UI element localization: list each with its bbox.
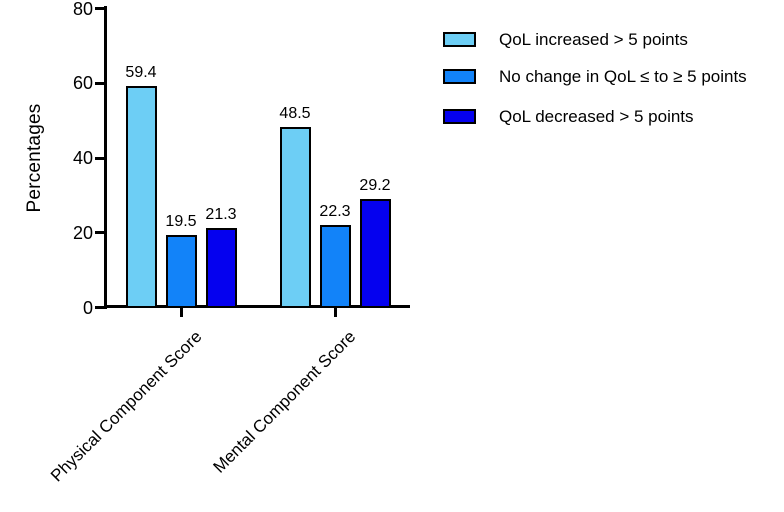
- x-tick-mark: [179, 308, 183, 317]
- bar-value-label: 21.3: [205, 206, 237, 224]
- y-tick-label: 60: [72, 73, 93, 94]
- x-category-label: Mental Component Score: [209, 327, 360, 477]
- legend-swatch: [443, 108, 476, 124]
- y-tick-mark: [95, 81, 107, 85]
- legend-label: No change in QoL ≤ to ≥ 5 points: [499, 66, 747, 86]
- bar: [125, 85, 157, 308]
- legend-label: QoL decreased > 5 points: [499, 106, 694, 126]
- y-tick-mark: [95, 7, 107, 10]
- y-tick-mark: [95, 231, 107, 235]
- legend-item: QoL decreased > 5 points: [443, 106, 694, 126]
- legend-swatch: [443, 68, 476, 84]
- y-tick-mark: [95, 156, 107, 160]
- y-tick-label: 20: [72, 222, 93, 243]
- x-tick-mark: [333, 308, 337, 317]
- bar: [205, 228, 237, 308]
- x-category-label: Physical Component Score: [47, 327, 206, 486]
- y-tick-label: 0: [82, 297, 93, 318]
- legend-label: QoL increased > 5 points: [499, 29, 688, 49]
- legend: QoL increased > 5 points No change in QoL…: [443, 31, 783, 141]
- bar-value-label: 59.4: [125, 63, 157, 81]
- y-tick-label: 40: [72, 148, 93, 168]
- bar-value-label: 48.5: [279, 104, 311, 122]
- y-tick-label: 80: [72, 0, 93, 19]
- bar: [279, 126, 311, 308]
- x-axis-line: [104, 305, 410, 308]
- bar: [165, 235, 197, 308]
- bar-value-label: 29.2: [359, 176, 391, 194]
- legend-item: No change in QoL ≤ to ≥ 5 points: [443, 66, 747, 86]
- bar: [359, 198, 391, 308]
- bar-value-label: 19.5: [165, 213, 197, 231]
- bar-value-label: 22.3: [319, 202, 351, 220]
- y-tick-mark: [95, 306, 107, 309]
- legend-item: QoL increased > 5 points: [443, 29, 688, 49]
- bar: [319, 224, 351, 308]
- legend-swatch: [443, 31, 476, 47]
